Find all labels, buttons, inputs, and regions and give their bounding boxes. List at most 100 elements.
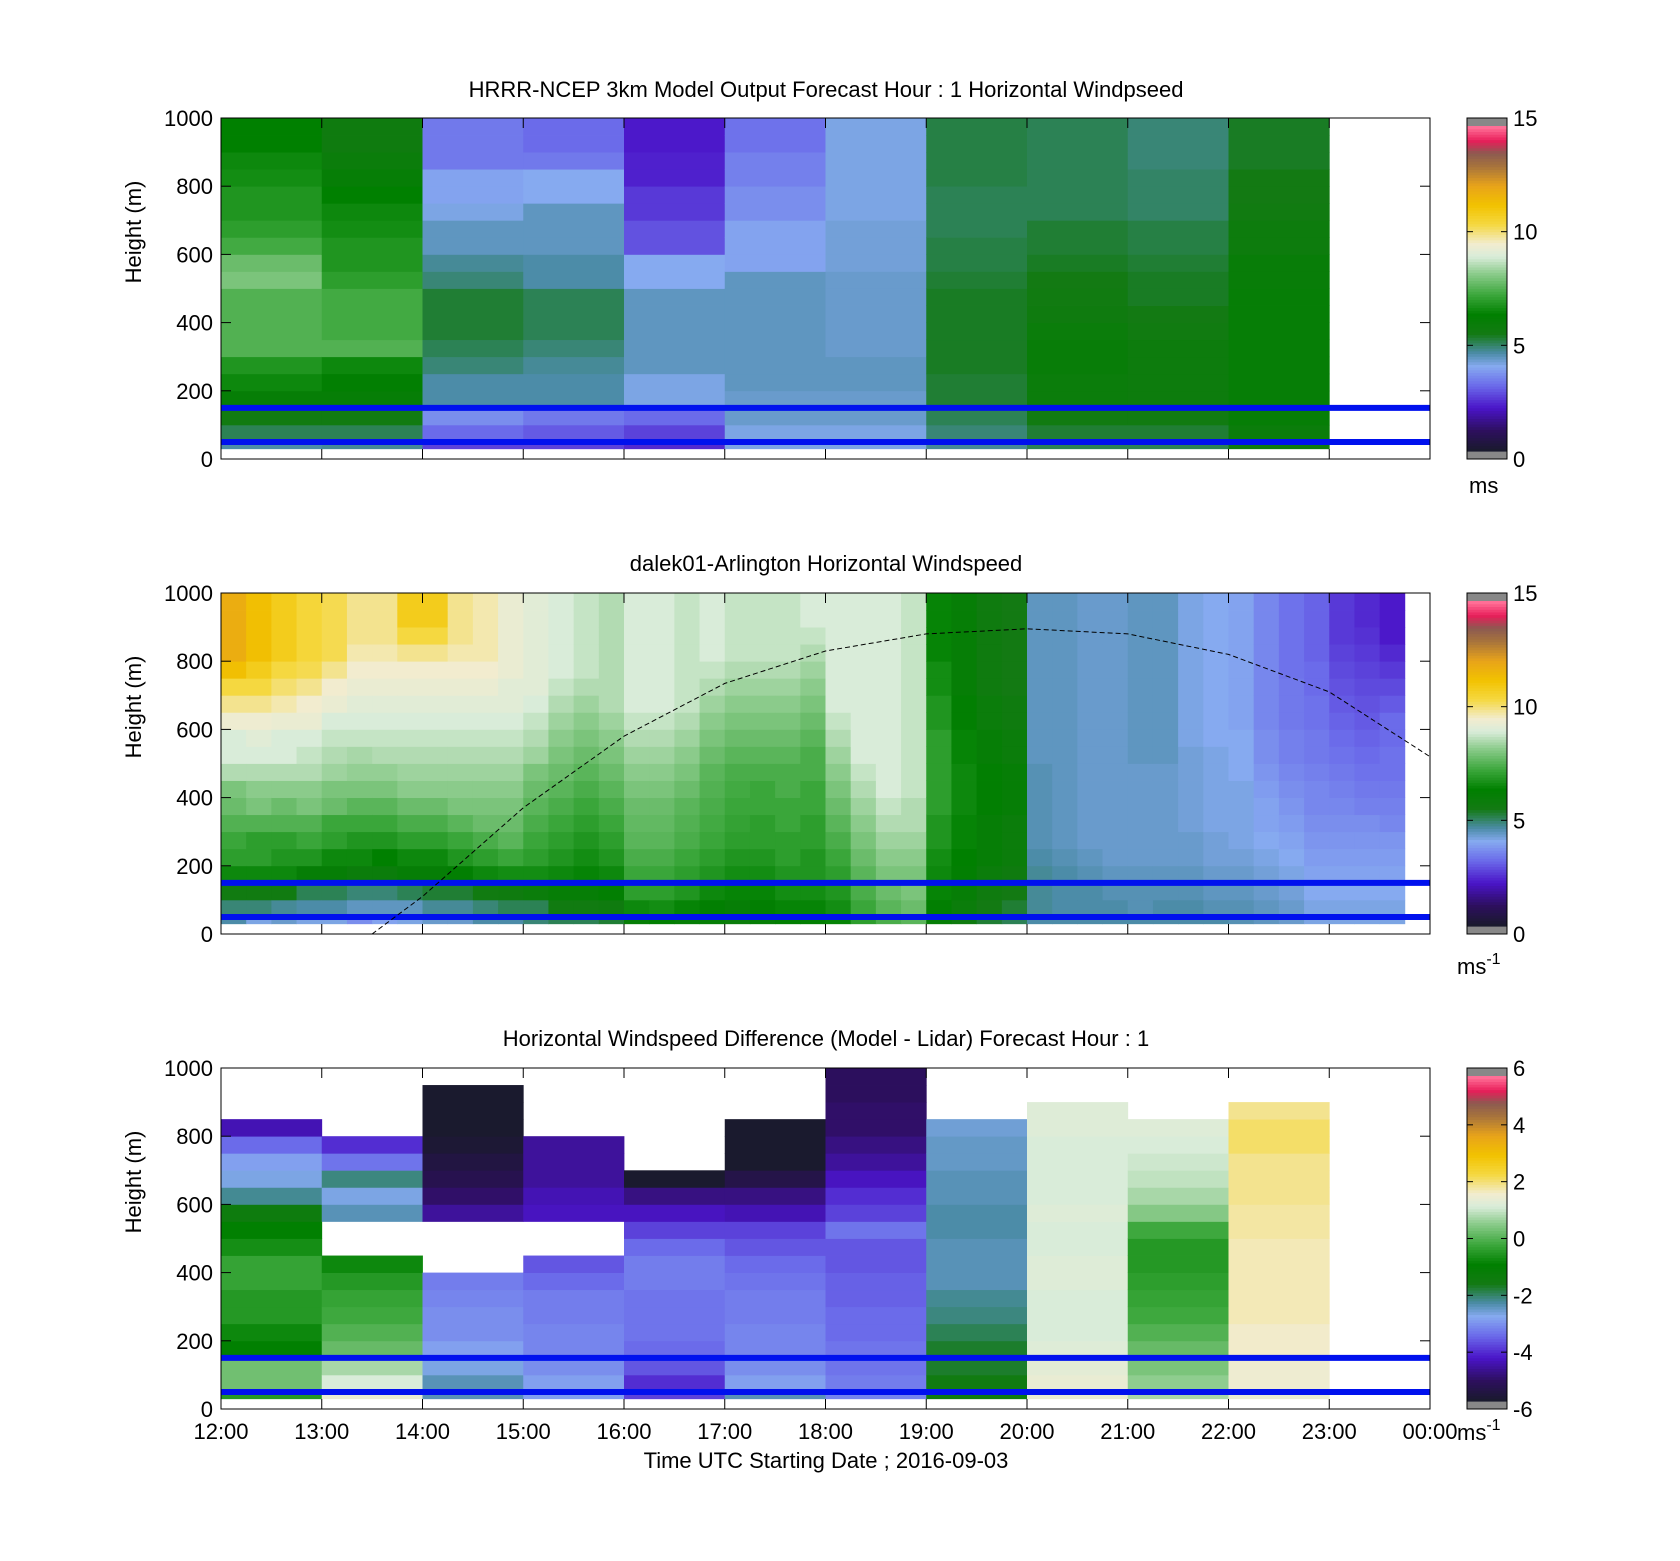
heatmap-cell xyxy=(372,899,398,918)
heatmap-cell xyxy=(422,712,449,730)
heatmap-cell xyxy=(649,729,675,747)
x-tick-label: 13:00 xyxy=(294,1419,349,1444)
heatmap-cell xyxy=(775,899,801,918)
colorbar-segment xyxy=(1467,312,1507,317)
heatmap-cell xyxy=(548,814,575,833)
heatmap-cell xyxy=(271,865,297,884)
colorbar-segment xyxy=(1467,128,1507,133)
heatmap-cell xyxy=(1027,407,1129,426)
colorbar-segment xyxy=(1467,701,1507,705)
colorbar-segment xyxy=(1467,657,1507,662)
heatmap-cell xyxy=(1001,899,1028,918)
heatmap-cell xyxy=(598,712,625,730)
heatmap-cell xyxy=(825,1289,927,1308)
colorbar-segment xyxy=(1467,318,1507,322)
heatmap-cell xyxy=(724,1374,826,1393)
colorbar-segment xyxy=(1467,1113,1507,1118)
heatmap-cell xyxy=(649,593,675,611)
heatmap-cell xyxy=(523,882,549,901)
colorbar-segment xyxy=(1467,731,1507,735)
colorbar-segment xyxy=(1467,771,1507,775)
heatmap-cell xyxy=(1304,831,1330,850)
colorbar-segment xyxy=(1467,1165,1507,1169)
heatmap-cell xyxy=(321,831,348,850)
heatmap-cell xyxy=(649,882,675,901)
heatmap-cell xyxy=(498,661,524,679)
heatmap-cell xyxy=(447,848,474,867)
panel-difference-ylabel: Height (m) xyxy=(121,1131,146,1234)
heatmap-cell xyxy=(724,1255,826,1273)
heatmap-cell xyxy=(221,152,323,170)
heatmap-cell xyxy=(976,610,1003,628)
heatmap-cell xyxy=(699,695,726,713)
heatmap-cell xyxy=(1228,780,1255,798)
heatmap-cell xyxy=(875,899,902,918)
heatmap-cell xyxy=(649,763,675,781)
heatmap-cell xyxy=(321,220,423,238)
heatmap-cell xyxy=(749,780,776,798)
heatmap-cell xyxy=(221,678,247,696)
colorbar-segment xyxy=(1467,785,1507,789)
heatmap-cell xyxy=(1178,814,1204,833)
heatmap-cell xyxy=(447,627,474,645)
heatmap-cell xyxy=(1077,729,1103,747)
heatmap-cell xyxy=(1127,220,1229,238)
heatmap-cell xyxy=(1052,916,1078,925)
heatmap-cell xyxy=(825,1238,927,1256)
heatmap-cell xyxy=(1027,678,1053,696)
heatmap-cell xyxy=(321,254,423,272)
heatmap-cell xyxy=(1354,899,1381,918)
heatmap-cell xyxy=(221,729,247,747)
heatmap-cell xyxy=(346,593,373,611)
heatmap-cell xyxy=(1253,916,1280,925)
heatmap-cell xyxy=(775,593,801,611)
heatmap-cell xyxy=(674,882,700,901)
heatmap-cell xyxy=(976,780,1003,798)
colorbar-segment xyxy=(1467,1295,1507,1299)
heatmap-cell xyxy=(724,644,751,662)
heatmap-cell xyxy=(1228,203,1330,221)
colorbar-segment xyxy=(1467,228,1507,233)
heatmap-cell xyxy=(1228,254,1330,272)
heatmap-cell xyxy=(523,848,549,867)
heatmap-cell xyxy=(1278,848,1305,867)
colorbar-segment xyxy=(1467,806,1507,811)
heatmap-cell xyxy=(1127,712,1154,730)
heatmap-cell xyxy=(624,356,726,375)
heatmap-cell xyxy=(523,1170,625,1188)
heatmap-cell xyxy=(422,1272,524,1291)
colorbar-segment xyxy=(1467,1382,1507,1386)
colorbar-segment xyxy=(1467,410,1507,414)
colorbar-cap xyxy=(1467,118,1507,126)
heatmap-cell xyxy=(976,627,1003,645)
heatmap-cell xyxy=(1228,1357,1330,1376)
heatmap-cell xyxy=(1027,712,1053,730)
heatmap-cell xyxy=(523,441,625,450)
heatmap-cell xyxy=(472,729,499,747)
colorbar-segment xyxy=(1467,814,1507,819)
heatmap-cell xyxy=(926,882,952,901)
heatmap-cell xyxy=(825,695,852,713)
colorbar-segment xyxy=(1467,866,1507,870)
heatmap-cell xyxy=(1304,661,1330,679)
heatmap-cell xyxy=(624,899,650,918)
heatmap-cell xyxy=(523,322,625,341)
heatmap-cell xyxy=(624,1221,726,1239)
heatmap-cell xyxy=(1127,1204,1229,1222)
panel-lidar: dalek01-Arlington Horizontal Windspeed H… xyxy=(121,551,1537,979)
heatmap-cell xyxy=(221,1357,323,1376)
heatmap-cell xyxy=(951,610,978,628)
heatmap-cell xyxy=(321,1289,423,1308)
colorbar-segment xyxy=(1467,706,1507,710)
colorbar-segment xyxy=(1467,1338,1507,1343)
heatmap-cell xyxy=(1253,899,1280,918)
heatmap-cell xyxy=(624,729,650,747)
colorbar-segment xyxy=(1467,196,1507,200)
heatmap-cell xyxy=(221,831,247,850)
heatmap-cell xyxy=(901,780,927,798)
heatmap-cell xyxy=(598,848,625,867)
heatmap-cell xyxy=(674,916,700,925)
heatmap-cell xyxy=(321,882,348,901)
panel-model-reference-lines xyxy=(221,404,1430,445)
heatmap-cell xyxy=(976,831,1003,850)
